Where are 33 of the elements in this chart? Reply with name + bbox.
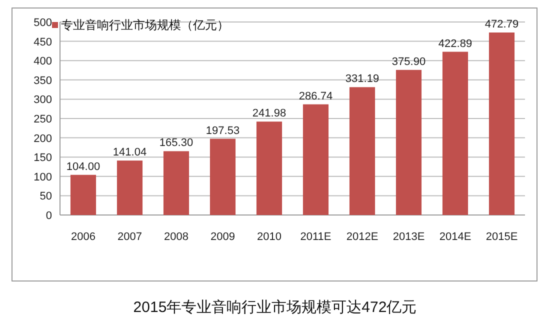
y-tick-label: 300 <box>34 94 52 106</box>
y-tick-label: 200 <box>34 132 52 145</box>
y-tick-label: 150 <box>34 152 52 164</box>
data-label: 422.89 <box>438 38 472 50</box>
x-tick-label: 2014E <box>439 231 472 243</box>
data-label: 286.74 <box>298 90 333 102</box>
data-label: 165.30 <box>159 137 194 150</box>
y-tick-label: 0 <box>46 210 52 222</box>
y-tick-label: 400 <box>34 56 52 68</box>
x-tick-label: 2012E <box>346 231 378 243</box>
data-label: 241.98 <box>252 108 286 120</box>
y-tick-label: 350 <box>34 74 52 87</box>
y-tick-label: 100 <box>34 171 52 184</box>
data-label: 197.53 <box>206 124 240 137</box>
legend-label: 专业音响行业市场规模（亿元） <box>61 18 229 32</box>
x-tick-label: 2010 <box>257 231 282 243</box>
x-tick-label: 2011E <box>300 231 332 243</box>
x-tick-label: 2015E <box>486 231 518 243</box>
data-label: 141.04 <box>112 146 147 159</box>
y-tick-label: 450 <box>34 36 52 48</box>
y-tick-label: 500 <box>34 17 52 29</box>
y-tick-label: 250 <box>34 114 52 126</box>
y-tick-label: 50 <box>40 190 52 203</box>
data-label: 104.00 <box>66 160 100 173</box>
data-label: 472.79 <box>484 18 519 31</box>
data-label: 375.90 <box>392 56 426 68</box>
x-tick-label: 2006 <box>71 231 96 243</box>
x-tick-label: 2009 <box>210 231 235 243</box>
data-label: 331.19 <box>345 73 380 86</box>
x-tick-label: 2013E <box>392 231 425 243</box>
text: 2015年专业音响行业市场规模可达472亿元 <box>133 299 417 316</box>
x-tick-label: 2007 <box>118 231 142 243</box>
x-tick-label: 2008 <box>164 231 188 243</box>
